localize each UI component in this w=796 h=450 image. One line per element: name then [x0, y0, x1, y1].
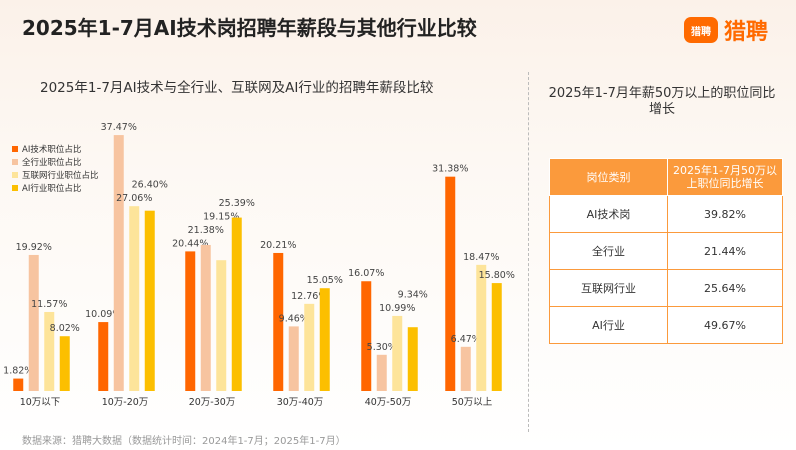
bar [200, 244, 211, 391]
bar [319, 288, 330, 391]
table-cell: 49.67% [667, 306, 783, 344]
table-cell: 全行业 [549, 232, 668, 270]
data-label: 15.05% [307, 275, 343, 286]
data-label: 12.76% [291, 291, 327, 302]
table-cell: 39.82% [667, 195, 783, 233]
legend-label: 全行业职位占比 [22, 157, 82, 168]
source-note: 数据来源：猎聘大数据（数据统计时间：2024年1-7月；2025年1-7月） [22, 436, 346, 447]
table-row: AI行业 49.67% [549, 306, 783, 344]
legend-swatch [12, 159, 18, 165]
bar [216, 260, 227, 391]
logo-icon: 猎聘 [684, 17, 718, 43]
data-label: 21.38% [188, 225, 224, 236]
table-row: 全行业 21.44% [549, 232, 783, 270]
data-label: 10.09% [85, 309, 121, 320]
table-header: 岗位类别 [549, 158, 668, 196]
table-row: 互联网行业 25.64% [549, 269, 783, 307]
table-cell: 互联网行业 [549, 269, 668, 307]
category-label: 20万-30万 [189, 397, 236, 408]
legend-swatch [12, 146, 18, 152]
category-label: 10万以下 [20, 397, 61, 408]
data-label: 25.39% [219, 198, 255, 209]
bar [59, 336, 70, 391]
bar [13, 378, 24, 391]
data-label: 9.46% [279, 313, 309, 324]
data-label: 10.99% [379, 303, 415, 314]
data-label: 8.02% [50, 323, 80, 334]
bar [185, 251, 196, 391]
liepin-logo: 猎聘 猎聘 [684, 14, 768, 46]
bar [460, 346, 471, 391]
bar [376, 354, 387, 391]
bar [231, 217, 242, 391]
legend-swatch [12, 172, 18, 178]
legend-label: 互联网行业职位占比 [22, 170, 99, 181]
table-cell: 21.44% [667, 232, 783, 270]
bar [273, 252, 284, 391]
divider [528, 72, 529, 432]
bar-chart: 1.82% 19.92% 11.57% 8.02% 10万以下 10.09% 37.47% 2… [3, 122, 515, 408]
page-title: 2025年1-7月AI技术岗招聘年薪段与其他行业比较 [22, 16, 477, 40]
legend-label: AI行业职位占比 [22, 183, 81, 194]
table-cell: 25.64% [667, 269, 783, 307]
table-header: 2025年1-7月50万以上职位同比增长 [667, 158, 783, 196]
legend-swatch [12, 185, 18, 191]
data-label: 19.92% [16, 242, 52, 253]
bar [476, 264, 487, 391]
bar [407, 327, 418, 391]
bar [98, 322, 109, 391]
data-label: 27.06% [116, 193, 152, 204]
bar [392, 315, 403, 391]
bar [445, 176, 456, 391]
data-label: 1.82% [3, 366, 33, 377]
logo-text: 猎聘 [724, 20, 769, 45]
data-label: 26.40% [132, 180, 168, 191]
legend-label: AI技术职位占比 [22, 144, 81, 155]
data-label: 11.57% [31, 299, 67, 310]
chart-title: 2025年1-7月AI技术与全行业、互联网及AI行业的招聘年薪段比较 [40, 80, 434, 96]
bar [44, 311, 55, 391]
data-label: 18.47% [463, 252, 499, 263]
data-label: 9.34% [398, 289, 428, 300]
bar [361, 281, 372, 391]
bar [113, 135, 124, 391]
data-label: 15.80% [479, 270, 515, 281]
bar [129, 206, 140, 391]
bar [491, 283, 502, 391]
data-label: 37.47% [101, 122, 137, 133]
table-cell: AI行业 [549, 306, 668, 344]
bar [144, 210, 155, 391]
table-row: AI技术岗 39.82% [549, 195, 783, 233]
data-label: 20.44% [172, 238, 208, 249]
data-label: 20.21% [260, 240, 296, 251]
data-label: 6.47% [451, 334, 481, 345]
bar [304, 303, 315, 391]
category-label: 30万-40万 [277, 397, 324, 408]
category-label: 10万-20万 [102, 397, 149, 408]
growth-table: 岗位类别 2025年1-7月50万以上职位同比增长 AI技术岗 39.82% 全行… [549, 158, 783, 344]
data-label: 19.15% [203, 211, 239, 222]
side-title: 2025年1-7月年薪50万以上的职位同比增长 [548, 86, 776, 117]
table-cell: AI技术岗 [549, 195, 668, 233]
bar [288, 326, 299, 391]
bar [28, 254, 39, 391]
data-label: 5.30% [367, 342, 397, 353]
category-label: 40万-50万 [365, 397, 412, 408]
category-label: 50万以上 [452, 397, 493, 408]
data-label: 31.38% [432, 164, 468, 175]
data-label: 16.07% [348, 268, 384, 279]
